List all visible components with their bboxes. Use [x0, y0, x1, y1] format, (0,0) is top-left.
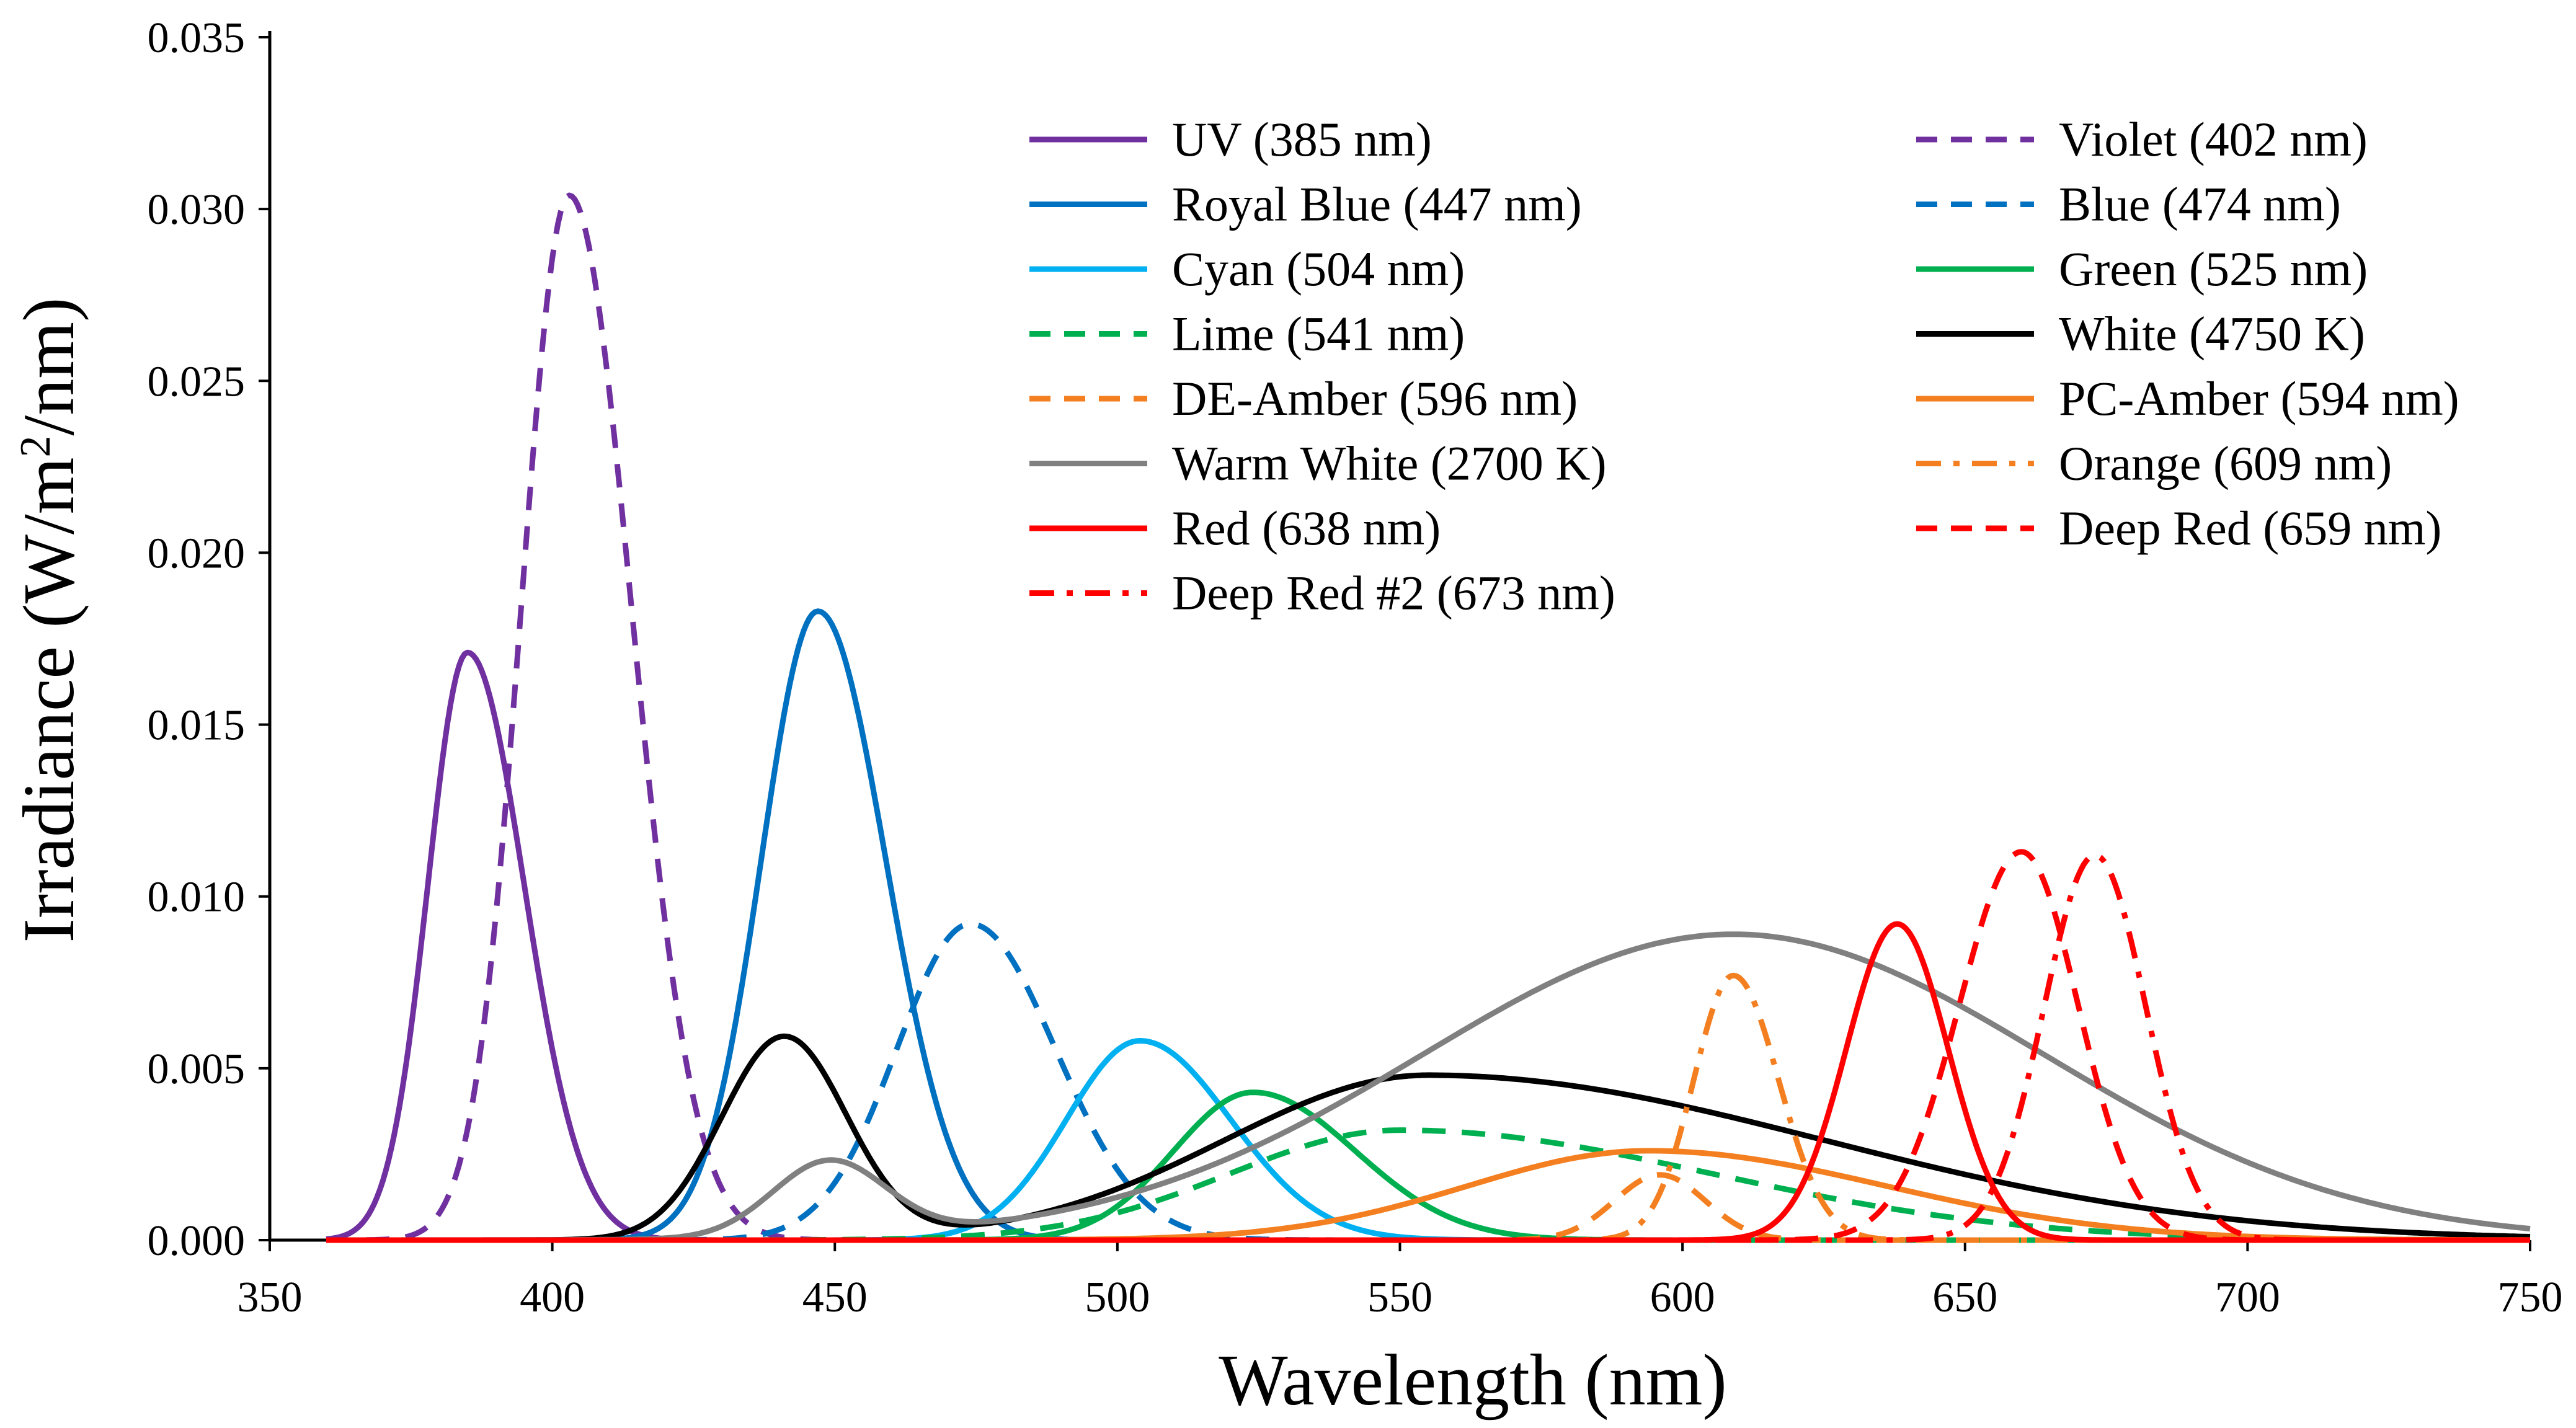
legend: UV (385 nm) Violet (402 nm) Royal Blue (44… — [1029, 112, 2459, 620]
x-tick-label: 650 — [1932, 1274, 1997, 1321]
y-tick-label: 0.010 — [148, 874, 246, 921]
legend-label-pc-amber-594-nm: PC-Amber (594 nm) — [2059, 371, 2459, 425]
legend-label-green-525-nm: Green (525 nm) — [2059, 242, 2368, 296]
x-tick-label: 600 — [1650, 1274, 1715, 1321]
series-line-white-4750-k — [326, 1033, 2531, 1243]
legend-label-warm-white-2700-k: Warm White (2700 K) — [1172, 437, 1607, 490]
x-tick-label: 550 — [1367, 1274, 1432, 1321]
legend-label-deep-red-2-673-nm: Deep Red #2 (673 nm) — [1172, 566, 1615, 620]
series-line-deep-red-659-nm — [326, 849, 2530, 1243]
series-line-warm-white-2700-k — [326, 931, 2531, 1243]
series-line-blue-474-nm — [326, 921, 2530, 1243]
legend-label-red-638-nm: Red (638 nm) — [1172, 501, 1441, 555]
legend-label-white-4750-k: White (4750 K) — [2059, 307, 2365, 361]
y-axis-title: Irradiance (W/m2/nm) — [8, 298, 89, 943]
legend-label-de-amber-596-nm: DE-Amber (596 nm) — [1172, 371, 1578, 425]
series-layer — [326, 192, 2531, 1243]
axes-layer: 0.000 0.005 0.010 0.015 0.020 0.025 0.030 0.035… — [148, 14, 2563, 1321]
y-tick-label: 0.015 — [148, 702, 246, 750]
legend-label-cyan-504-nm: Cyan (504 nm) — [1172, 242, 1465, 296]
x-tick-label: 350 — [238, 1274, 303, 1321]
legend-label-orange-609-nm: Orange (609 nm) — [2059, 437, 2392, 490]
y-axis-title-tail: /nm) — [8, 298, 89, 436]
legend-label-lime-541-nm: Lime (541 nm) — [1172, 307, 1465, 361]
legend-label-blue-474-nm: Blue (474 nm) — [2059, 177, 2341, 231]
y-tick-label: 0.020 — [148, 530, 246, 577]
x-tick-label: 750 — [2498, 1274, 2563, 1321]
series-line-lime-541-nm — [326, 1127, 2530, 1243]
series-line-deep-red-2-673-nm — [326, 852, 2530, 1243]
x-axis-title: Wavelength (nm) — [1219, 1339, 1727, 1421]
x-tick-label: 450 — [802, 1274, 868, 1321]
legend-label-royal-blue-447-nm: Royal Blue (447 nm) — [1172, 177, 1582, 231]
y-tick-label: 0.030 — [148, 186, 246, 234]
series-line-royal-blue-447-nm — [326, 608, 2530, 1243]
x-tick-label: 400 — [520, 1274, 585, 1321]
y-axis-title-sup: 2 — [12, 435, 60, 457]
x-tick-label: 700 — [2215, 1274, 2280, 1321]
legend-label-deep-red-659-nm: Deep Red (659 nm) — [2059, 501, 2441, 555]
series-line-red-638-nm — [326, 921, 2530, 1243]
series-line-uv-385-nm — [326, 649, 2530, 1243]
y-tick-label: 0.000 — [148, 1217, 246, 1265]
legend-label-violet-402-nm: Violet (402 nm) — [2059, 112, 2368, 166]
y-tick-label: 0.035 — [148, 14, 246, 62]
legend-label-uv-385-nm: UV (385 nm) — [1172, 112, 1432, 166]
y-tick-label: 0.025 — [148, 358, 246, 406]
y-axis-title-main: Irradiance (W/m — [8, 457, 89, 942]
y-tick-label: 0.005 — [148, 1045, 246, 1093]
x-tick-label: 500 — [1085, 1274, 1150, 1321]
